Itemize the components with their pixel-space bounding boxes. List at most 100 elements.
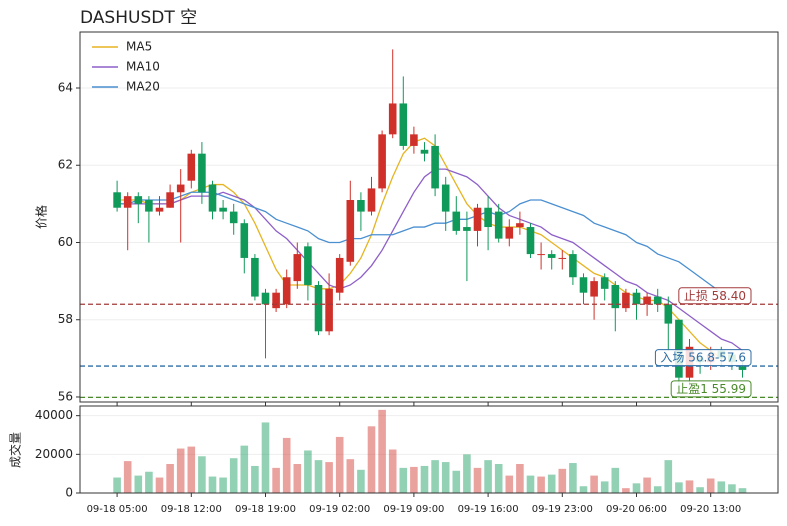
volume-bar (653, 486, 662, 493)
y2-tick-label: 20000 (35, 447, 73, 461)
x-tick-label: 09-18 19:00 (235, 504, 296, 515)
level-label-box (654, 349, 752, 367)
volume-bar (717, 481, 726, 493)
volume-bar (251, 465, 259, 493)
y-tick-label: 56 (58, 389, 73, 403)
candle-body (516, 223, 524, 228)
volume-bar (282, 437, 291, 493)
candle-body (569, 254, 577, 278)
level-label-box (670, 380, 752, 398)
x-tick-label: 09-18 05:00 (87, 504, 148, 515)
level-label: 入场 56.8-57.6 (660, 351, 746, 365)
x-tick-label: 09-19 09:00 (383, 504, 444, 515)
volume-bar (198, 456, 206, 493)
volume-bar (452, 470, 461, 493)
candle-body (166, 192, 174, 208)
y2-tick-label: 0 (65, 486, 73, 500)
candle-body (600, 277, 609, 289)
volume-bar (463, 454, 471, 493)
candle-body (473, 207, 482, 231)
volume-bar (123, 461, 132, 493)
candle-body (420, 149, 429, 154)
candle-body (314, 284, 323, 332)
volume-bar (335, 436, 344, 493)
volume-bar (399, 467, 408, 493)
volume-bar (569, 463, 577, 493)
y-tick-label: 60 (58, 235, 73, 249)
candle-body (611, 284, 620, 309)
volume-bar (240, 445, 249, 493)
volume-bar (505, 475, 514, 493)
volume-bar (155, 477, 164, 493)
volume-bar (728, 484, 736, 493)
volume-bar (441, 462, 450, 493)
chart-title: DASHUSDT 空 (80, 8, 197, 28)
x-tick-label: 09-20 13:00 (680, 504, 741, 515)
volume-bar (272, 467, 280, 493)
legend-label: MA20 (126, 80, 160, 94)
volume-bar (600, 481, 609, 493)
volume-bar (611, 467, 620, 493)
volume-bar (367, 426, 376, 493)
volume-bar (494, 464, 503, 493)
candle-body (261, 292, 270, 305)
volume-bar (187, 446, 196, 493)
volume-bar (166, 464, 174, 493)
candle-body (378, 134, 386, 189)
volume-bar (113, 477, 121, 493)
volume-bar (293, 464, 302, 493)
candle-body (494, 211, 503, 239)
candle-body (134, 196, 143, 204)
volume-bar (325, 462, 333, 493)
volume-bar (208, 476, 217, 493)
volume-bar (219, 477, 227, 493)
candle-body (547, 254, 556, 258)
x-tick-label: 09-19 02:00 (309, 504, 370, 515)
volume-bar (547, 474, 556, 493)
candle-body (335, 257, 344, 293)
volume-bar (738, 488, 747, 493)
volume-bar (685, 480, 694, 493)
legend-label: MA5 (126, 40, 152, 54)
volume-bar (526, 475, 535, 493)
candle-body (208, 184, 217, 212)
volume-bar (675, 482, 683, 493)
candle-body (367, 188, 376, 212)
candle-body (272, 292, 280, 309)
candle-body (441, 184, 450, 212)
volume-bar (664, 460, 673, 493)
volume-bar (261, 422, 270, 493)
candle-body (304, 246, 312, 285)
volume-bar (431, 460, 439, 493)
candle-body (558, 257, 567, 259)
candle-body (145, 200, 153, 212)
candle-body (452, 211, 461, 231)
candle-body (229, 211, 238, 224)
candle-body (664, 304, 673, 324)
y-axis-label: 价格 (34, 205, 49, 229)
candle-body (590, 281, 598, 297)
y-tick-label: 64 (58, 81, 73, 95)
volume-bar (484, 460, 492, 493)
legend: MA5 MA10 MA20 (92, 40, 160, 94)
candle-body (346, 200, 355, 262)
candle-body (537, 254, 545, 256)
y-tick-label: 58 (58, 312, 73, 326)
volume-bar (145, 471, 153, 493)
candle-body (251, 257, 259, 297)
candle-body (579, 277, 588, 293)
legend-label: MA10 (126, 60, 160, 74)
candle-body (431, 145, 439, 189)
y-tick-label: 62 (58, 158, 73, 172)
candle-body (738, 366, 747, 370)
candle-body (399, 103, 408, 146)
candle-body (410, 134, 418, 146)
volume-bar (134, 475, 143, 493)
candle-body (388, 103, 397, 135)
volume-bar (410, 466, 418, 493)
volume-frame (79, 405, 779, 494)
candle-body (484, 207, 492, 228)
candle-body (123, 196, 132, 208)
candle-body (282, 277, 291, 305)
volume-bar (516, 464, 524, 493)
